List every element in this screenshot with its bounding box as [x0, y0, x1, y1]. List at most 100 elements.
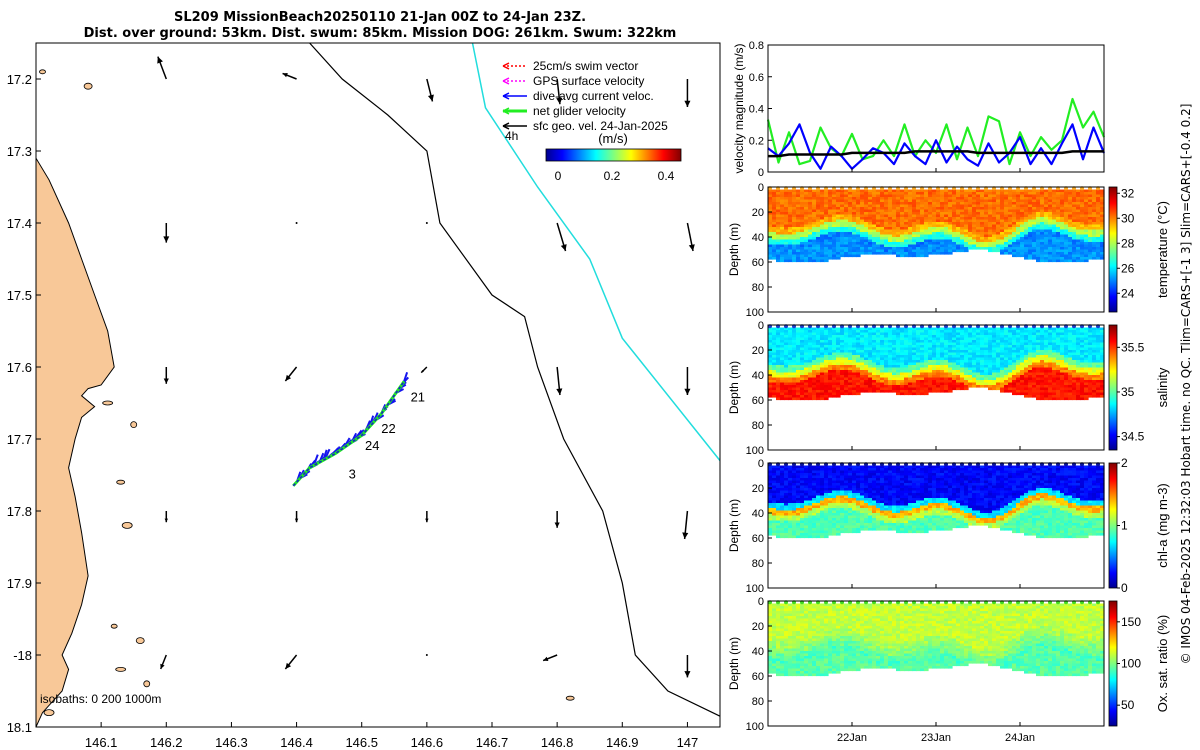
section-cell	[1040, 252, 1045, 255]
section-cell	[1024, 337, 1029, 341]
section-cell	[964, 375, 969, 378]
section-cell	[904, 355, 909, 358]
section-cell	[1000, 375, 1005, 378]
section-cell	[1044, 350, 1049, 353]
section-cell	[900, 212, 905, 215]
section-cell	[928, 222, 933, 225]
section-cell	[868, 337, 873, 341]
section-cell	[1080, 382, 1085, 386]
section-cell	[980, 239, 985, 243]
section-cell	[848, 199, 853, 203]
section-cell	[964, 382, 969, 386]
section-cell	[960, 192, 965, 195]
section-cell	[772, 189, 777, 193]
section-cell	[1064, 202, 1069, 205]
section-cell	[984, 212, 989, 215]
section-cell	[984, 207, 989, 210]
section-cell	[1100, 340, 1105, 343]
section-cell	[808, 327, 813, 331]
section-cell	[988, 217, 993, 220]
section-cell	[864, 367, 869, 371]
section-cell	[788, 234, 793, 238]
section-cell	[920, 199, 925, 203]
section-cell	[876, 375, 881, 378]
section-cell	[1100, 357, 1105, 361]
section-cell	[1032, 194, 1037, 198]
section-cell	[1020, 229, 1025, 233]
section-cell	[884, 244, 889, 248]
section-cell	[1088, 237, 1093, 240]
section-cell	[892, 207, 897, 210]
island	[83, 82, 93, 90]
section-cell	[844, 189, 849, 193]
section-cell	[868, 244, 873, 248]
section-cell	[984, 352, 989, 356]
section-cell	[996, 355, 1001, 358]
section-cell	[1056, 390, 1061, 393]
section-cell	[1076, 370, 1081, 373]
section-cell	[828, 327, 833, 331]
section-cell	[900, 192, 905, 195]
section-cell	[856, 355, 861, 358]
section-cell	[848, 194, 853, 198]
section-cell	[980, 360, 985, 363]
section-cell	[1068, 382, 1073, 386]
section-cell	[1040, 234, 1045, 238]
section-cell	[1072, 382, 1077, 386]
section-cell	[980, 385, 985, 388]
section-cell	[928, 385, 933, 388]
section-cell	[888, 337, 893, 341]
section-cell	[864, 192, 869, 195]
section-cell	[1040, 372, 1045, 376]
section-cell	[804, 209, 809, 213]
section-cell	[1064, 254, 1069, 258]
section-cell	[868, 229, 873, 233]
section-cell	[860, 340, 865, 343]
section-cell	[1040, 347, 1045, 351]
section-cell	[1040, 247, 1045, 250]
section-cell	[896, 252, 901, 255]
section-cell	[836, 365, 841, 368]
section-cell	[812, 192, 817, 195]
section-cell	[912, 377, 917, 381]
section-cell	[1024, 242, 1029, 245]
section-cell	[912, 197, 917, 200]
section-cell	[880, 209, 885, 213]
section-cell	[780, 197, 785, 200]
section-cell	[852, 244, 857, 248]
section-cell	[952, 234, 957, 238]
map-x-tick-label: 146.7	[476, 735, 509, 750]
section-cell	[884, 340, 889, 343]
section-cell	[1040, 385, 1045, 388]
section-cell	[992, 232, 997, 235]
section-cell	[980, 189, 985, 193]
section-cell	[864, 332, 869, 336]
section-cell	[956, 340, 961, 343]
section-y-tick-label: 40	[752, 232, 764, 244]
section-cell	[1096, 372, 1101, 376]
section-cell	[1044, 355, 1049, 358]
section-cell	[916, 192, 921, 195]
section-cell	[784, 199, 789, 203]
section-cell	[872, 350, 877, 353]
section-cell	[1056, 232, 1061, 235]
section-cell	[1056, 327, 1061, 331]
section-cell	[840, 227, 845, 230]
section-cell	[788, 254, 793, 258]
section-cell	[848, 352, 853, 356]
section-cell	[932, 330, 937, 333]
section-cell	[924, 387, 929, 391]
section-cell	[796, 222, 801, 225]
section-cell	[848, 355, 853, 358]
section-cell	[992, 350, 997, 353]
section-cell	[1072, 222, 1077, 225]
section-cell	[1044, 224, 1049, 228]
section-cell	[820, 387, 825, 391]
section-cell	[876, 242, 881, 245]
section-cell	[960, 199, 965, 203]
section-cell	[812, 217, 817, 220]
section-cell	[792, 337, 797, 341]
section-cell	[816, 217, 821, 220]
section-cell	[780, 342, 785, 346]
section-cell	[864, 209, 869, 213]
